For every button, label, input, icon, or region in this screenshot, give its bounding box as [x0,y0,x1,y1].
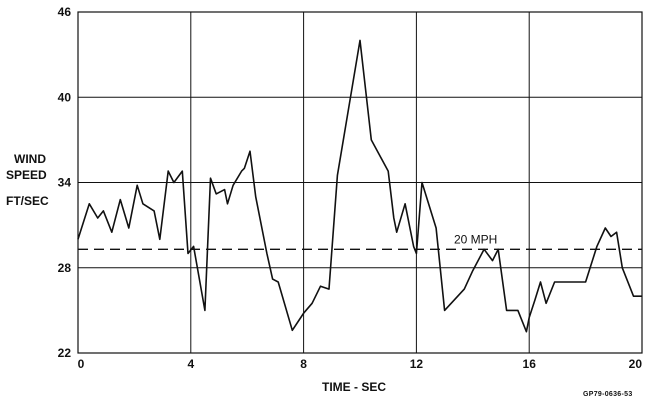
figure-code: GP79-0636-53 [583,391,633,398]
y-tick-labels: 22 28 34 40 46 [58,5,72,360]
reference-line-group: 20 MPH [78,232,642,250]
reference-line-label: 20 MPH [454,232,497,246]
x-tick-label: 0 [78,357,85,371]
y-tick-label: 34 [58,176,72,190]
x-tick-label: 16 [523,357,537,371]
wind-speed-line [77,39,642,333]
x-tick-label: 20 [629,357,643,371]
y-axis-label-line-3: FT/SEC [6,194,49,208]
x-axis-label: TIME - SEC [322,380,387,394]
y-tick-label: 46 [58,5,72,19]
y-tick-label: 22 [58,346,72,360]
x-tick-labels: 0 4 8 12 16 20 [78,357,643,371]
y-axis-label-line-1: WIND [14,152,46,166]
series-group [77,39,642,333]
chart-grid [77,11,643,354]
x-tick-label: 4 [187,357,194,371]
x-tick-label: 8 [300,357,307,371]
y-axis-label-line-2: SPEED [6,168,47,182]
x-tick-label: 12 [410,357,424,371]
y-tick-label: 40 [58,90,72,104]
y-tick-label: 28 [58,261,72,275]
